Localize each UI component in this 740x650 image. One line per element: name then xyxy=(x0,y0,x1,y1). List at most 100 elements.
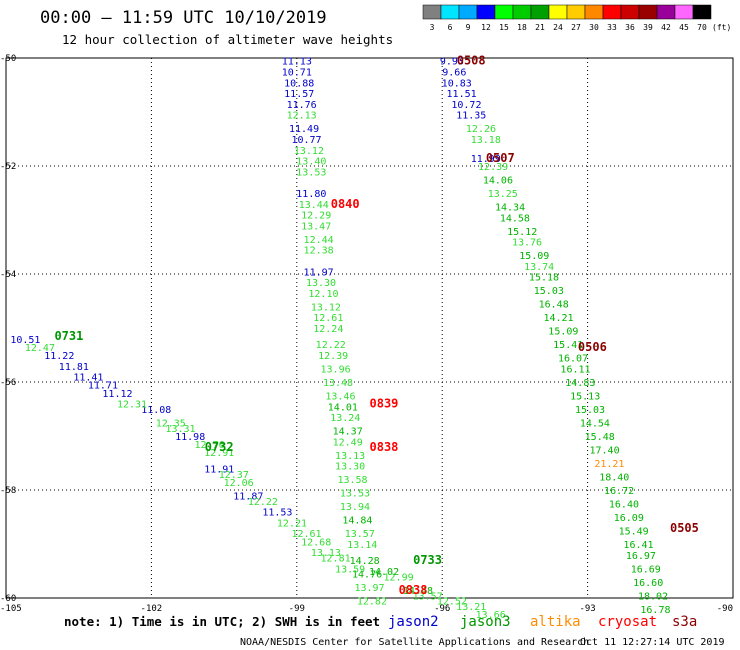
jason3-point: 12.49 xyxy=(333,437,363,448)
jason3-point: 15.41 xyxy=(553,340,583,351)
jason3-point: 13.96 xyxy=(321,365,351,376)
jason3-point: 13.94 xyxy=(340,502,370,513)
jason3-point: 12.61 xyxy=(291,529,321,540)
footer-timestamp: Oct 11 12:27:14 UTC 2019 xyxy=(580,637,725,648)
jason3-point: 12.39 xyxy=(318,351,348,362)
scale-swatch xyxy=(548,4,568,20)
jason3-point: 13.21 xyxy=(456,602,486,613)
jason3-point: 13.66 xyxy=(476,610,506,621)
jason3-point: 12.38 xyxy=(304,246,334,257)
jason3-point: 16.09 xyxy=(614,513,644,524)
jason3-point: 12.21 xyxy=(277,518,307,529)
scale-label: 3 xyxy=(430,23,435,32)
jason3-point: 15.18 xyxy=(529,273,559,284)
jason3-point: 17.40 xyxy=(590,446,620,457)
jason2-point: 11.53 xyxy=(262,508,292,519)
jason3-point: 12.82 xyxy=(357,597,387,608)
jason3-point: 12.39 xyxy=(478,162,508,173)
time-label: 0839 xyxy=(370,397,399,411)
jason3-point: 12.10 xyxy=(308,289,338,300)
scale-label: 21 xyxy=(535,23,545,32)
y-tick-label: -58 xyxy=(0,486,16,496)
jason3-point: 14.58 xyxy=(500,213,530,224)
jason3-point: 12.35 xyxy=(156,419,186,430)
jason3-point: 16.69 xyxy=(631,564,661,575)
scale-swatch xyxy=(692,4,712,20)
y-tick-label: -60 xyxy=(0,594,16,604)
jason3-point: 18.02 xyxy=(638,591,668,602)
jason3-point: 13.46 xyxy=(325,392,355,403)
jason3-point: 12.31 xyxy=(117,400,147,411)
jason3-point: 16.07 xyxy=(558,354,588,365)
jason3-point: 16.11 xyxy=(560,365,590,376)
jason3-point: 14.21 xyxy=(543,313,573,324)
scale-label: 12 xyxy=(481,23,491,32)
jason3-point: 13.18 xyxy=(471,135,501,146)
jason3-point: 13.48 xyxy=(323,378,353,389)
jason2-point: 11.99 xyxy=(471,154,501,165)
x-tick-label: -96 xyxy=(434,604,450,614)
jason3-point: 13.31 xyxy=(165,424,195,435)
jason2-point: 11.80 xyxy=(296,189,326,200)
jason3-point: 13.97 xyxy=(354,583,384,594)
jason3-point: 14.01 xyxy=(328,402,358,413)
axis-ticks: -105 -102 -99 -96 -93 -90 -50 -52 -54 -56 -58 -60 xyxy=(0,54,733,614)
jason3-point: 12.22 xyxy=(316,340,346,351)
jason3-point: 15.13 xyxy=(570,392,600,403)
jason3-point: 14.48 xyxy=(403,586,433,597)
color-scale: 3 6 9 12 15 18 21 24 27 30 33 36 39 42 45 70 (ft) xyxy=(422,4,731,32)
jason3-point: 14.28 xyxy=(350,556,380,567)
jason3-point: 13.57 xyxy=(413,591,443,602)
jason3-point: 13.59 xyxy=(335,564,365,575)
jason3-point: 16.40 xyxy=(609,500,639,511)
scale-swatch xyxy=(458,4,478,20)
jason3-point: 12.26 xyxy=(466,124,496,135)
jason3-point: 13.58 xyxy=(337,475,367,486)
jason3-point: 16.72 xyxy=(604,486,634,497)
jason3-point: 18.40 xyxy=(599,473,629,484)
jason3-point: 13.47 xyxy=(301,221,331,232)
jason3-point: 16.60 xyxy=(633,578,663,589)
scale-label: 9 xyxy=(466,23,471,32)
scale-swatch xyxy=(674,4,694,20)
scale-label: 33 xyxy=(607,23,617,32)
scale-swatch xyxy=(512,4,532,20)
jason3-point: 14.37 xyxy=(333,427,363,438)
x-tick-label: -105 xyxy=(0,604,22,614)
scale-swatch xyxy=(620,4,640,20)
x-tick-label: -102 xyxy=(141,604,163,614)
jason3-point: 12.81 xyxy=(321,554,351,565)
x-tick-label: -93 xyxy=(579,604,595,614)
jason3-point: 14.06 xyxy=(483,176,513,187)
time-label: 0838 xyxy=(370,440,399,454)
jason3-point: 16.78 xyxy=(640,605,670,616)
jason3-point: 13.24 xyxy=(330,413,360,424)
time-label: 0731 xyxy=(54,329,83,343)
jason3-point: 12.61 xyxy=(313,313,343,324)
jason3-point: 14.34 xyxy=(495,203,525,214)
jason2-point: 11.57 xyxy=(284,89,314,100)
jason3-point: 12.22 xyxy=(248,497,278,508)
satellite-legend: jason2 jason3 altika cryosat s3a xyxy=(388,614,697,630)
jason3-point: 12.29 xyxy=(301,211,331,222)
scale-swatch xyxy=(602,4,622,20)
scale-swatch xyxy=(530,4,550,20)
jason2-point: 10.88 xyxy=(284,78,314,89)
time-label: 0838 xyxy=(399,583,428,597)
jason3-point: 15.48 xyxy=(585,432,615,443)
scale-swatch xyxy=(656,4,676,20)
jason2-point: 11.12 xyxy=(102,389,132,400)
scale-swatch xyxy=(422,4,442,20)
jason2-point: 11.49 xyxy=(289,124,319,135)
altika-point: 21.21 xyxy=(594,459,624,470)
legend-altika: altika xyxy=(530,614,581,630)
jason3-point: 16.48 xyxy=(539,300,569,311)
jason3-point: 13.30 xyxy=(335,462,365,473)
scale-label: 18 xyxy=(517,23,527,32)
jason3-point: 15.03 xyxy=(534,286,564,297)
jason3-point: 13.40 xyxy=(296,157,326,168)
jason2-point: 11.35 xyxy=(456,111,486,122)
legend-s3a: s3a xyxy=(672,614,697,630)
scale-swatch xyxy=(638,4,658,20)
